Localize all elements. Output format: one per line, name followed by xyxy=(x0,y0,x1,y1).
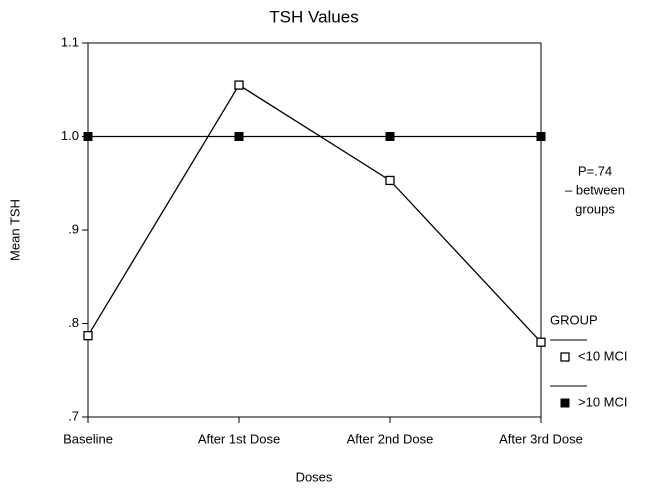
marker xyxy=(536,337,546,347)
marker xyxy=(560,352,570,362)
series-line xyxy=(87,84,542,343)
marker xyxy=(560,398,570,408)
marker xyxy=(385,132,395,141)
y-tick-label: 1.0 xyxy=(61,128,79,143)
marker xyxy=(536,132,546,141)
x-tick-label: After 3rd Dose xyxy=(499,431,583,446)
annotation: P=.74 xyxy=(578,163,612,178)
x-tick-label: After 1st Dose xyxy=(198,431,280,446)
marker xyxy=(234,132,244,141)
y-axis-label: Mean TSH xyxy=(7,199,22,261)
x-tick-label: Baseline xyxy=(63,431,113,446)
marker xyxy=(234,80,244,90)
y-tick-label: .7 xyxy=(68,408,79,423)
plot-frame xyxy=(87,42,542,418)
annotation: – between xyxy=(565,182,625,197)
marker xyxy=(83,331,93,341)
y-tick-label: .9 xyxy=(68,221,79,236)
x-axis-label: Doses xyxy=(296,469,333,484)
y-tick-label: .8 xyxy=(68,315,79,330)
marker xyxy=(83,132,93,141)
x-tick-label: After 2nd Dose xyxy=(347,431,434,446)
y-tick-label: 1.1 xyxy=(61,34,79,49)
chart-title: TSH Values xyxy=(269,7,358,26)
legend-label: <10 MCI xyxy=(578,348,628,363)
annotation: groups xyxy=(575,201,615,216)
legend-label: >10 MCI xyxy=(578,394,628,409)
marker xyxy=(385,175,395,186)
legend-title: GROUP xyxy=(550,312,598,327)
